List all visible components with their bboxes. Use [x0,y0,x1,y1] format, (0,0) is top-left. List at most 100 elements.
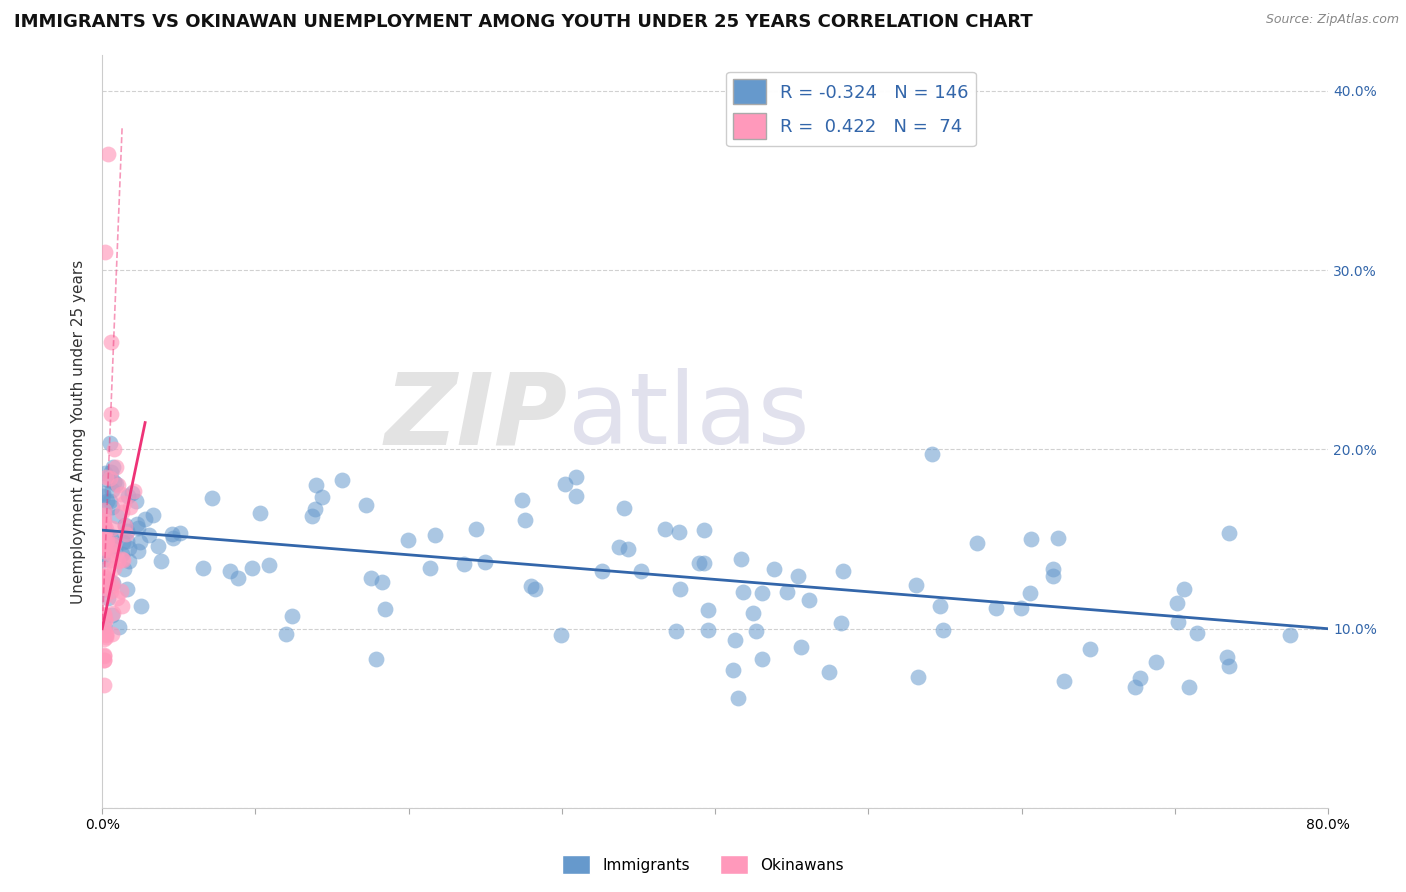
Point [100,538,122,552]
Point [281,609,304,624]
Point [93,541,115,555]
Point [1053,674,1076,689]
Text: IMMIGRANTS VS OKINAWAN UNEMPLOYMENT AMONG YOUTH UNDER 25 YEARS CORRELATION CHART: IMMIGRANTS VS OKINAWAN UNEMPLOYMENT AMON… [14,13,1033,31]
Point [330,473,353,487]
Point [93,524,115,538]
Point [1125,680,1147,694]
Point [93,614,115,628]
Point [617,541,640,556]
Point [93,623,115,637]
Point [554,476,576,491]
Point [96,533,118,548]
Point [374,601,396,615]
Point [101,521,124,535]
Point [127,521,149,535]
Point [669,582,692,596]
Point [93,607,115,621]
Point [763,561,786,575]
Point [93,619,115,633]
Point [630,564,652,578]
Point [101,500,124,514]
Point [110,583,132,598]
Point [776,584,799,599]
Point [128,534,150,549]
Point [115,524,138,538]
Point [93,574,115,589]
Point [112,496,135,510]
Point [519,579,541,593]
Legend: Immigrants, Okinawans: Immigrants, Okinawans [557,849,849,880]
Point [696,623,718,637]
Point [94,466,117,480]
Point [93,571,115,585]
Point [111,547,134,561]
Point [696,603,718,617]
Point [120,500,142,514]
Point [932,623,955,637]
Point [1279,628,1302,642]
Point [727,690,749,705]
Point [523,582,546,596]
Point [366,652,388,666]
Point [91,549,114,564]
Point [100,465,122,479]
Point [692,524,714,538]
Point [93,540,115,554]
Point [127,544,149,558]
Point [1018,586,1040,600]
Point [105,591,128,605]
Point [419,561,441,575]
Point [515,513,537,527]
Point [93,508,115,522]
Point [741,606,763,620]
Point [396,533,419,547]
Point [98,494,121,508]
Point [105,477,128,491]
Point [134,512,156,526]
Point [1042,562,1064,576]
Point [787,569,810,583]
Point [565,469,588,483]
Point [1167,615,1189,629]
Point [96,470,118,484]
Point [1129,671,1152,685]
Point [129,599,152,613]
Point [93,653,115,667]
Point [832,564,855,578]
Point [929,599,952,613]
Point [105,509,128,524]
Point [607,541,630,555]
Point [94,628,117,642]
Point [115,582,138,597]
Point [1215,649,1237,664]
Point [107,478,129,492]
Point [751,652,773,666]
Point [193,561,215,575]
Point [101,575,124,590]
Point [1144,655,1167,669]
Point [112,534,135,549]
Point [101,483,124,498]
Point [100,553,122,567]
Point [790,640,813,655]
Point [142,508,165,523]
Point [465,522,488,536]
Point [97,591,120,606]
Point [115,533,138,548]
Point [101,539,124,553]
Y-axis label: Unemployment Among Youth under 25 years: Unemployment Among Youth under 25 years [72,260,86,604]
Point [111,504,134,518]
Point [98,471,121,485]
Point [169,526,191,541]
Point [665,624,688,638]
Point [1218,525,1240,540]
Point [360,571,382,585]
Point [242,560,264,574]
Point [966,536,988,550]
Point [1218,658,1240,673]
Point [1021,532,1043,546]
Text: atlas: atlas [568,368,810,465]
Point [688,557,710,571]
Point [93,648,115,662]
Point [613,501,636,516]
